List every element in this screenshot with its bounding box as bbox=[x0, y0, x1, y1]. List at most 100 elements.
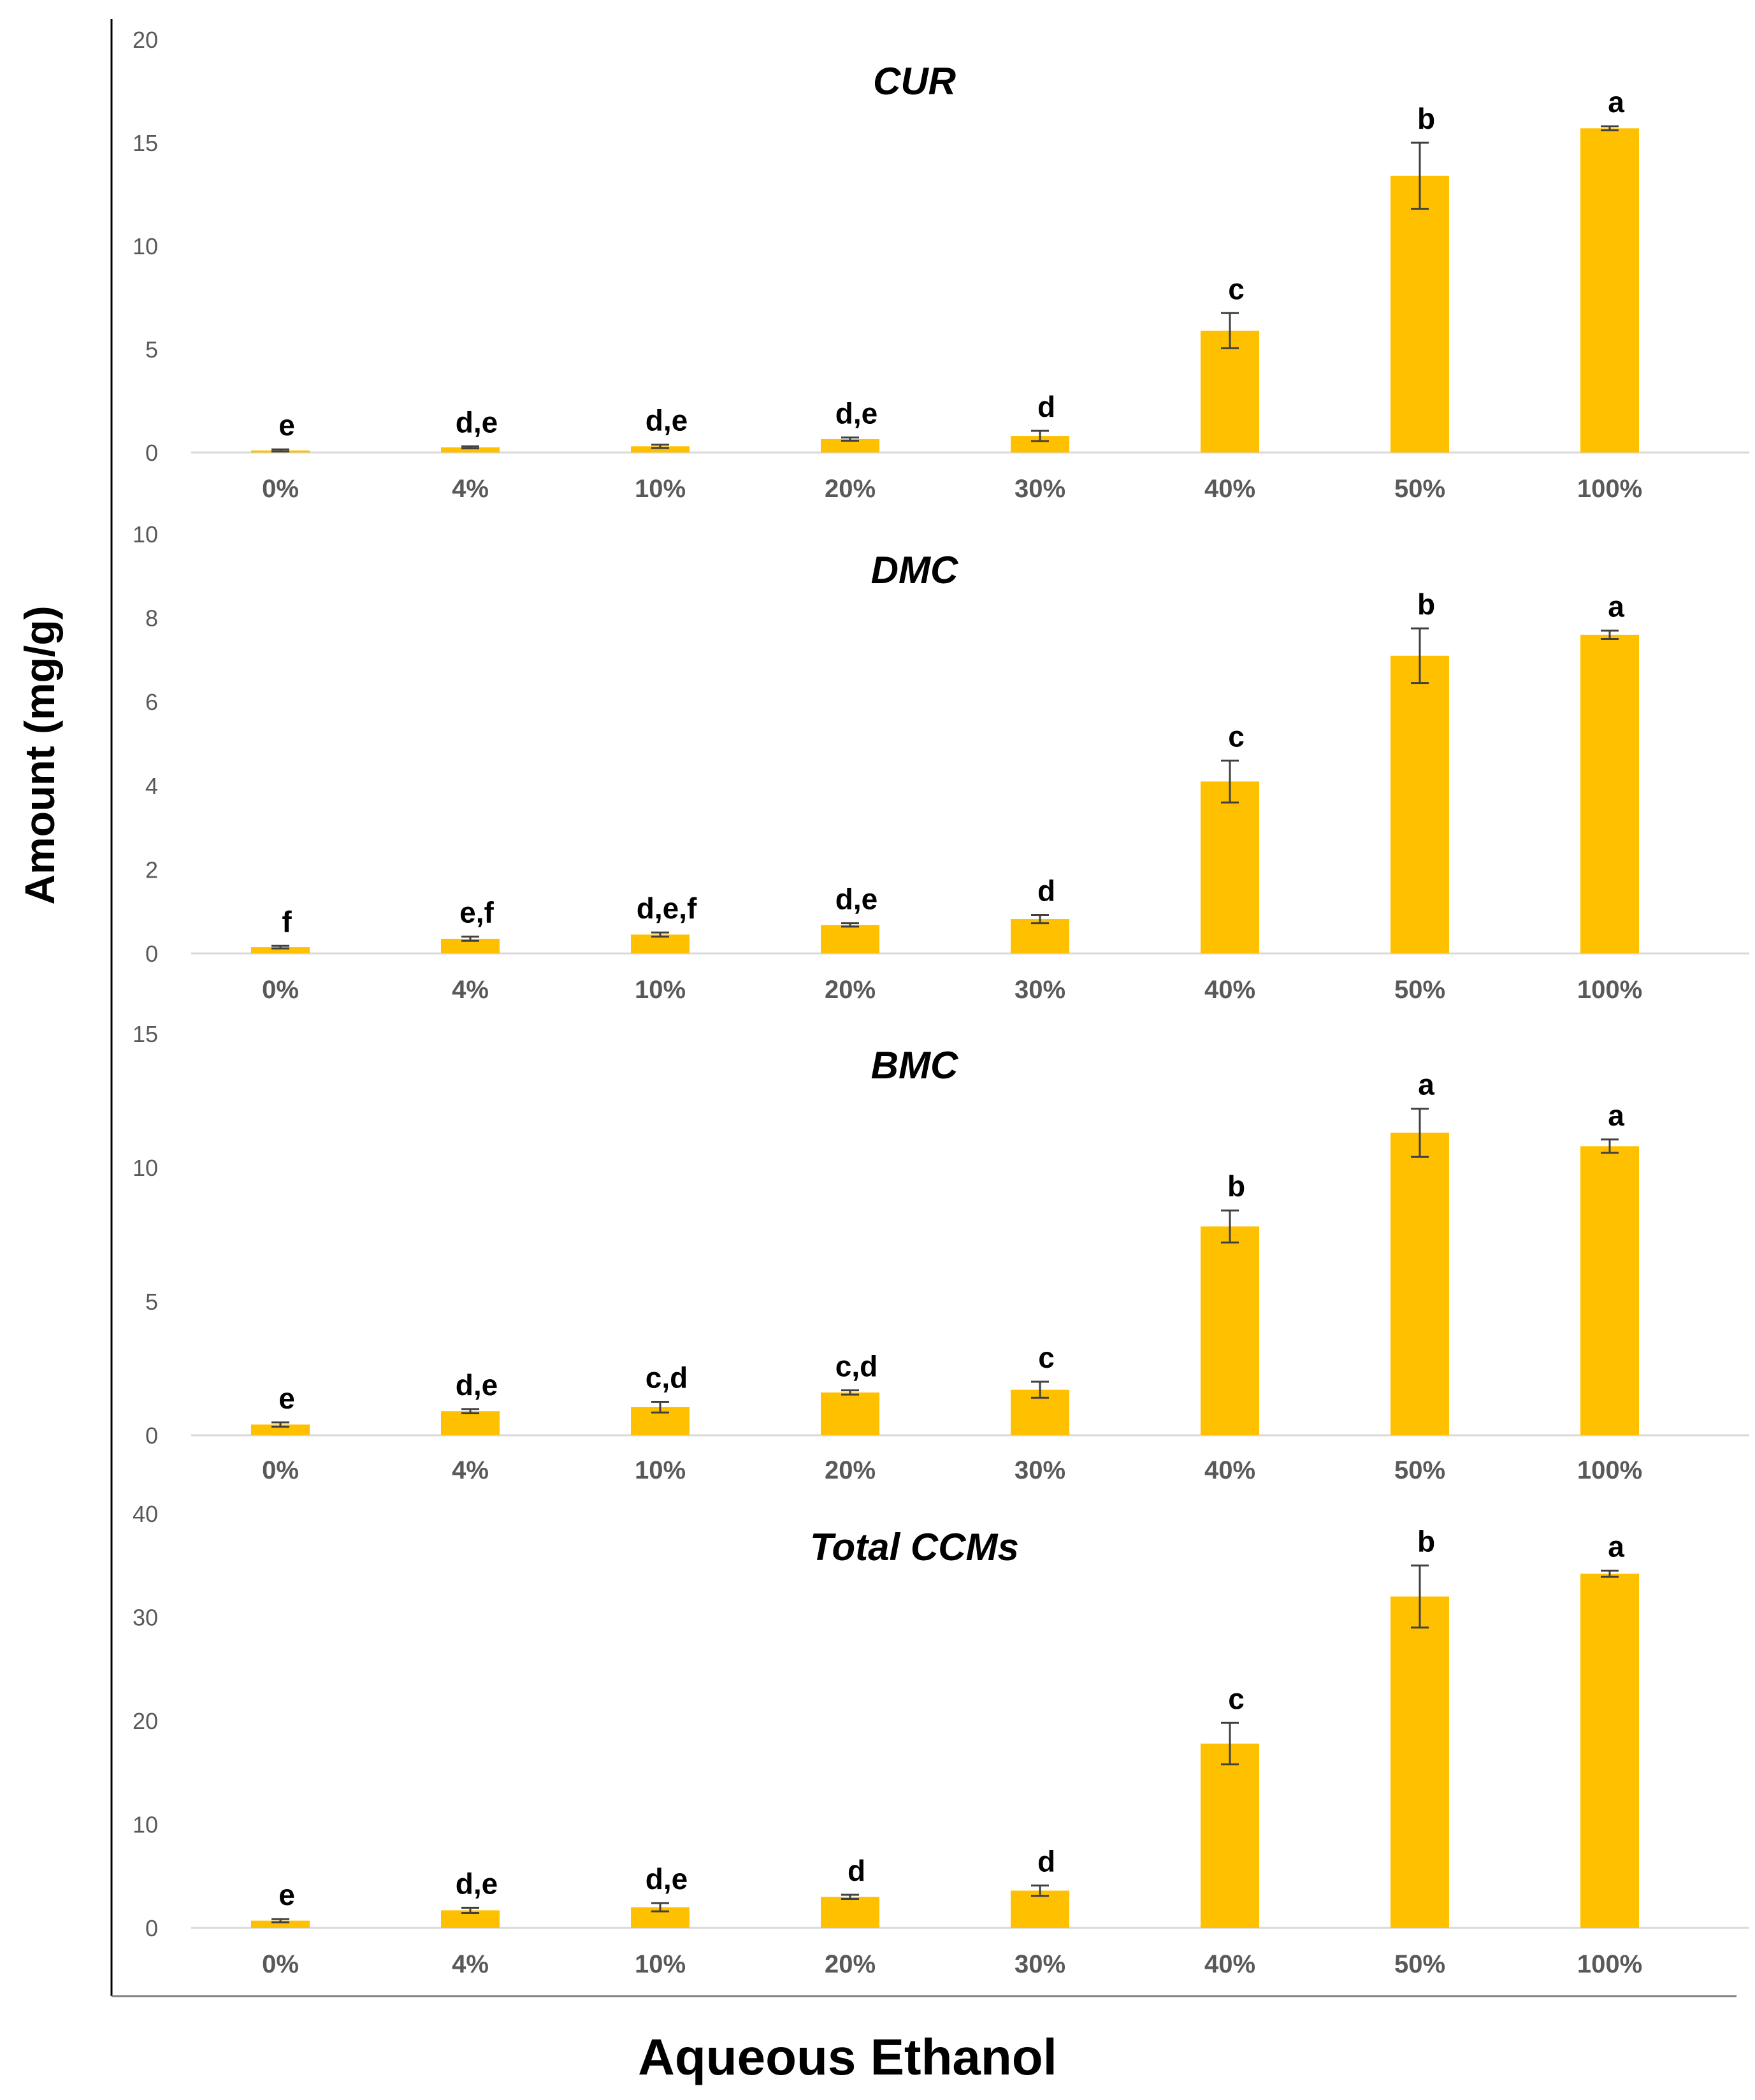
significance-label: d,e bbox=[456, 1368, 498, 1401]
y-tick-label: 10 bbox=[133, 1155, 158, 1181]
significance-label: d,e bbox=[646, 1862, 688, 1895]
y-tick-label: 0 bbox=[145, 440, 158, 466]
x-tick-label: 20% bbox=[825, 976, 876, 1004]
significance-label: b bbox=[1417, 102, 1435, 135]
significance-label: c,d bbox=[835, 1349, 877, 1382]
bar bbox=[1201, 330, 1259, 453]
bar bbox=[1201, 1226, 1259, 1435]
bar bbox=[821, 925, 879, 953]
chart-panel: DMC 0 2 4 6 8 10 f 0% e,f 4% d,e,f 10% d,e 20% d 30% c 40%… bbox=[133, 521, 1749, 1004]
y-tick-label: 5 bbox=[145, 337, 158, 363]
significance-label: e,f bbox=[459, 896, 494, 929]
y-tick-label: 0 bbox=[145, 1915, 158, 1941]
significance-label: a bbox=[1608, 1099, 1624, 1132]
x-tick-label: 0% bbox=[262, 1950, 299, 1978]
significance-label: d,e bbox=[456, 405, 498, 438]
bar bbox=[1011, 919, 1069, 953]
x-tick-label: 30% bbox=[1015, 1456, 1065, 1484]
bar bbox=[1580, 634, 1639, 953]
x-tick-label: 4% bbox=[452, 976, 489, 1004]
x-tick-label: 40% bbox=[1204, 475, 1255, 503]
bar bbox=[1390, 175, 1449, 453]
y-tick-label: 20 bbox=[133, 27, 158, 53]
significance-label: c bbox=[1228, 272, 1245, 305]
x-tick-label: 4% bbox=[452, 475, 489, 503]
significance-label: e bbox=[278, 1878, 295, 1911]
bar bbox=[1390, 655, 1449, 953]
significance-label: c,d bbox=[646, 1361, 688, 1394]
x-tick-label: 0% bbox=[262, 1456, 299, 1484]
x-tick-label: 50% bbox=[1394, 976, 1445, 1004]
significance-label: c bbox=[1228, 1682, 1245, 1715]
bar bbox=[441, 447, 500, 453]
x-tick-label: 100% bbox=[1577, 1456, 1642, 1484]
bar bbox=[1580, 128, 1639, 453]
x-tick-label: 30% bbox=[1015, 1950, 1065, 1978]
significance-label: d bbox=[1037, 1844, 1055, 1878]
x-axis-label: Aqueous Ethanol bbox=[638, 2029, 1057, 2085]
x-tick-label: 0% bbox=[262, 475, 299, 503]
x-tick-label: 10% bbox=[635, 1456, 686, 1484]
x-tick-label: 10% bbox=[635, 976, 686, 1004]
significance-label: d,e bbox=[835, 396, 877, 430]
y-tick-label: 2 bbox=[145, 857, 158, 883]
significance-label: e bbox=[278, 1382, 295, 1415]
chart-panel: BMC 0 5 10 15 e 0% d,e 4% c,d 10% c,d 20% c 30% b 40% a 50… bbox=[133, 1021, 1749, 1484]
significance-label: d bbox=[1037, 390, 1055, 423]
y-tick-label: 20 bbox=[133, 1708, 158, 1734]
panel-title: BMC bbox=[871, 1044, 959, 1087]
y-tick-label: 6 bbox=[145, 689, 158, 715]
x-tick-label: 10% bbox=[635, 1950, 686, 1978]
bar bbox=[1390, 1133, 1449, 1435]
panel-title: CUR bbox=[873, 60, 956, 103]
x-tick-label: 4% bbox=[452, 1456, 489, 1484]
y-tick-label: 40 bbox=[133, 1501, 158, 1527]
chart-panel: Total CCMs 0 10 20 30 40 e 0% d,e 4% d,e 10% d 20% d 30… bbox=[133, 1501, 1749, 1978]
bar bbox=[441, 1411, 500, 1435]
bar bbox=[441, 938, 500, 953]
y-axis-label: Amount (mg/g) bbox=[16, 605, 63, 904]
x-tick-label: 30% bbox=[1015, 976, 1065, 1004]
x-tick-label: 100% bbox=[1577, 475, 1642, 503]
panel-title: Total CCMs bbox=[810, 1526, 1019, 1568]
significance-label: d,e bbox=[456, 1867, 498, 1900]
bar bbox=[251, 947, 310, 953]
figure-frame bbox=[110, 19, 1737, 1997]
x-tick-label: 4% bbox=[452, 1950, 489, 1978]
x-tick-label: 50% bbox=[1394, 1950, 1445, 1978]
x-tick-label: 20% bbox=[825, 1950, 876, 1978]
bar bbox=[251, 1424, 310, 1435]
x-tick-label: 0% bbox=[262, 976, 299, 1004]
bar bbox=[251, 1920, 310, 1928]
x-tick-label: 100% bbox=[1577, 976, 1642, 1004]
y-tick-label: 4 bbox=[145, 773, 158, 799]
y-tick-label: 10 bbox=[133, 521, 158, 547]
significance-label: a bbox=[1608, 85, 1624, 119]
significance-label: a bbox=[1418, 1068, 1434, 1101]
bar bbox=[821, 1392, 879, 1435]
significance-label: c bbox=[1228, 720, 1245, 753]
significance-label: a bbox=[1608, 590, 1624, 623]
significance-label: b bbox=[1227, 1169, 1245, 1203]
bar bbox=[821, 1897, 879, 1928]
significance-label: d bbox=[848, 1854, 865, 1887]
significance-label: c bbox=[1038, 1341, 1055, 1374]
x-tick-label: 50% bbox=[1394, 1456, 1445, 1484]
y-tick-label: 5 bbox=[145, 1289, 158, 1315]
x-tick-label: 40% bbox=[1204, 976, 1255, 1004]
significance-label: e bbox=[278, 409, 295, 442]
x-tick-label: 100% bbox=[1577, 1950, 1642, 1978]
significance-label: d,e bbox=[646, 404, 688, 437]
bar bbox=[1390, 1597, 1449, 1928]
y-tick-label: 15 bbox=[133, 1021, 158, 1047]
y-tick-label: 30 bbox=[133, 1605, 158, 1631]
significance-label: d bbox=[1037, 874, 1055, 907]
bar bbox=[1580, 1146, 1639, 1435]
y-tick-label: 8 bbox=[145, 605, 158, 632]
y-tick-label: 0 bbox=[145, 941, 158, 967]
significance-label: f bbox=[282, 905, 292, 938]
bar bbox=[821, 438, 879, 453]
bar bbox=[1201, 781, 1259, 953]
x-tick-label: 50% bbox=[1394, 475, 1445, 503]
